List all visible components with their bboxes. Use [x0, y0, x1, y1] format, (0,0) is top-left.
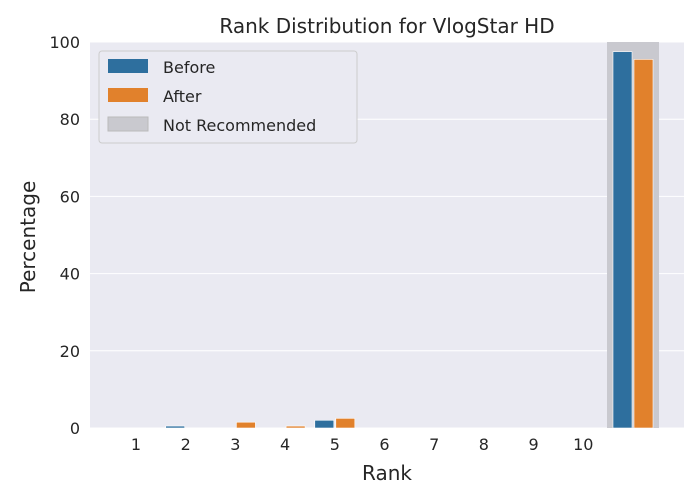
y-tick-label: 40: [60, 265, 80, 284]
legend-label-after: After: [163, 87, 202, 106]
bar-before-5: [314, 419, 335, 429]
legend-label-before: Before: [163, 58, 215, 77]
bar-after-3: [236, 421, 256, 429]
bar-after-4: [285, 425, 306, 429]
x-tick-label: 1: [131, 435, 141, 454]
y-tick-label: 60: [60, 187, 80, 206]
legend: Before After Not Recommended: [98, 50, 358, 144]
x-tick-label: 4: [280, 435, 290, 454]
y-axis-label: Percentage: [16, 181, 40, 294]
x-tick-label: 6: [379, 435, 389, 454]
x-axis-label: Rank: [362, 461, 412, 485]
legend-label-not-recommended: Not Recommended: [163, 116, 316, 135]
y-tick-label: 100: [49, 33, 80, 52]
x-tick-label: 2: [181, 435, 191, 454]
x-tick-label: 5: [330, 435, 340, 454]
legend-swatch-after: [108, 88, 148, 102]
x-tick-labels: 1 2 3 4 5 6 7 8 9 10: [131, 435, 594, 454]
bar-after-not-recommended: [633, 59, 654, 429]
x-tick-label: 10: [573, 435, 593, 454]
legend-box: [98, 50, 358, 144]
bar-before-not-recommended: [612, 51, 633, 429]
x-tick-label: 8: [479, 435, 489, 454]
bars: [165, 51, 654, 429]
y-tick-labels: 0 20 40 60 80 100: [49, 33, 80, 438]
y-tick-label: 20: [60, 342, 80, 361]
x-tick-label: 9: [529, 435, 539, 454]
chart-title: Rank Distribution for VlogStar HD: [219, 14, 554, 38]
y-tick-label: 0: [70, 419, 80, 438]
bar-before-2: [165, 425, 185, 429]
bar-after-5: [335, 418, 356, 429]
grid-lines: [90, 41, 684, 429]
x-tick-label: 7: [429, 435, 439, 454]
legend-swatch-not-recommended: [107, 116, 149, 132]
y-tick-label: 80: [60, 110, 80, 129]
legend-swatch-before: [108, 59, 148, 73]
x-tick-label: 3: [230, 435, 240, 454]
